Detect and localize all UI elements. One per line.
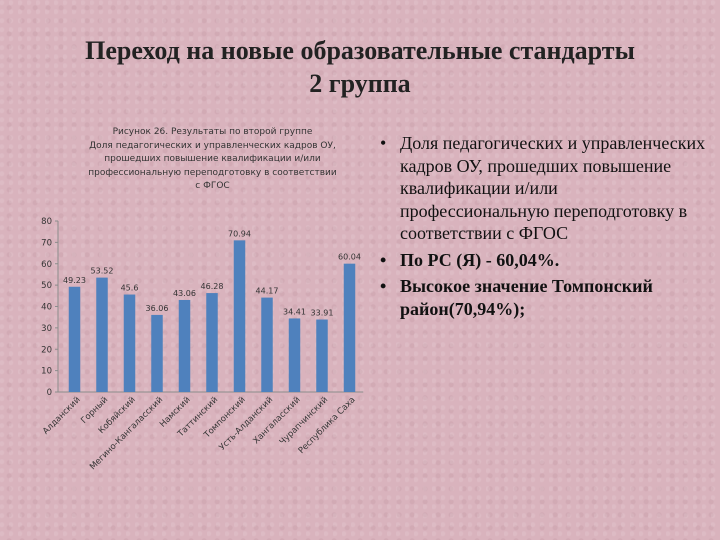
bar-value-label: 33.91: [311, 309, 334, 318]
y-tick-label: 0: [47, 388, 52, 398]
y-tick-label: 80: [41, 217, 52, 227]
bar: [343, 263, 356, 392]
bar: [123, 294, 136, 392]
bar: [316, 319, 328, 392]
bullet-marker: •: [380, 276, 387, 296]
caption-line: прошедших повышение квалификации и/или: [104, 154, 321, 164]
bar-value-label: 34.41: [283, 307, 306, 316]
caption-line: с ФГОС: [195, 181, 230, 191]
y-tick-label: 30: [41, 324, 52, 334]
bar-value-label: 53.52: [91, 267, 114, 276]
slide-title-line2: 2 группа: [309, 69, 411, 98]
y-tick-label: 50: [41, 281, 52, 291]
bullet-text: Высокое значение Томпонский район(70,94%…: [400, 276, 653, 319]
bar: [68, 286, 81, 392]
y-tick-label: 70: [41, 238, 52, 248]
bullet-item: • По РС (Я) - 60,04%.: [378, 249, 708, 272]
slide-title: Переход на новые образовательные стандар…: [0, 34, 720, 100]
bar: [96, 277, 108, 392]
bar: [206, 293, 218, 392]
bullet-marker: •: [380, 249, 387, 270]
bar-value-label: 70.94: [228, 229, 251, 238]
bar: [233, 240, 246, 392]
bullet-text: По РС (Я) - 60,04%.: [400, 249, 560, 270]
slide-title-line1: Переход на новые образовательные стандар…: [85, 36, 635, 65]
bullet-marker: •: [380, 133, 387, 153]
caption-line: Рисунок 26. Результаты по второй группе: [112, 127, 313, 137]
bar: [261, 297, 273, 392]
bar-value-label: 44.17: [256, 287, 279, 296]
bar-value-label: 43.06: [173, 289, 196, 298]
bar: [178, 299, 191, 392]
bar: [288, 318, 301, 392]
caption-line: Доля педагогических и управленческих кад…: [89, 140, 336, 151]
bar: [151, 314, 163, 392]
bar-chart: 0102030405060708049.23Алданский53.52Горн…: [41, 217, 364, 472]
chart-caption: Рисунок 26. Результаты по второй группе …: [70, 126, 355, 194]
x-category-label: Алданский: [41, 395, 83, 437]
bullet-list: • Доля педагогических и управленческих к…: [378, 132, 708, 324]
y-tick-label: 20: [41, 345, 52, 355]
bar-value-label: 46.28: [201, 282, 224, 291]
y-tick-label: 10: [41, 367, 52, 377]
x-category-label: Чурапчинский: [278, 395, 330, 447]
bar-value-label: 49.23: [63, 276, 86, 285]
bar-value-label: 45.6: [121, 284, 139, 293]
y-tick-label: 40: [41, 303, 52, 313]
caption-line: профессиональную переподготовку в соотве…: [88, 167, 337, 178]
bullet-item: • Высокое значение Томпонский район(70,9…: [378, 275, 708, 320]
bar-value-label: 60.04: [338, 253, 361, 262]
bullet-text: Доля педагогических и управленческих кад…: [400, 133, 706, 243]
bar-value-label: 36.06: [146, 304, 169, 313]
bullet-item: • Доля педагогических и управленческих к…: [378, 132, 708, 245]
y-tick-label: 60: [41, 260, 52, 270]
